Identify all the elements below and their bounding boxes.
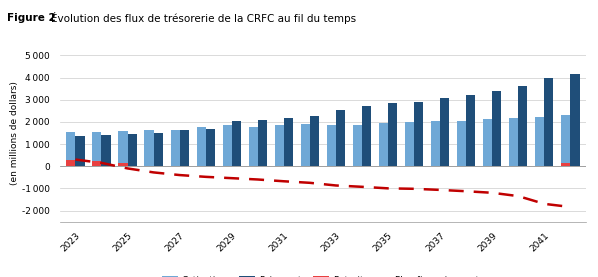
Bar [170,130,179,166]
Bar [431,121,440,166]
Bar [118,131,127,166]
Y-axis label: (en millions de dollars): (en millions de dollars) [10,81,19,185]
Bar [466,95,475,166]
Bar [562,115,570,166]
Bar [92,132,102,166]
Bar [222,125,232,166]
Bar [102,135,111,166]
Text: Figure 2: Figure 2 [7,13,56,23]
Bar [301,124,310,166]
Bar [179,130,189,166]
Bar [249,127,258,166]
Bar [353,125,362,166]
Bar [457,121,466,166]
Bar [535,117,544,166]
Bar [570,74,579,166]
Bar [518,86,527,166]
Bar [544,78,554,166]
Bar [258,120,267,166]
Bar [75,136,84,166]
Bar [206,129,215,166]
Text: Évolution des flux de trésorerie de la CRFC au fil du temps: Évolution des flux de trésorerie de la C… [51,12,356,24]
Bar [405,122,414,166]
Bar [66,132,75,166]
Bar [492,91,501,166]
Bar [232,121,241,166]
Bar [440,98,449,166]
Bar [327,125,336,166]
Bar [483,119,492,166]
Bar [509,118,518,166]
Bar [362,106,371,166]
Bar [118,163,127,166]
Bar [92,161,102,166]
Bar [562,163,570,166]
Bar [154,133,163,166]
Bar [414,102,423,166]
Legend: Cotisations, Paiements, Retraits, Flux financiers nets: Cotisations, Paiements, Retraits, Flux f… [161,276,484,277]
Bar [388,104,397,166]
Bar [379,123,388,166]
Bar [66,160,75,166]
Bar [145,130,154,166]
Bar [336,110,345,166]
Bar [197,127,206,166]
Bar [274,125,284,166]
Bar [284,118,293,166]
Bar [127,134,137,166]
Bar [310,116,319,166]
